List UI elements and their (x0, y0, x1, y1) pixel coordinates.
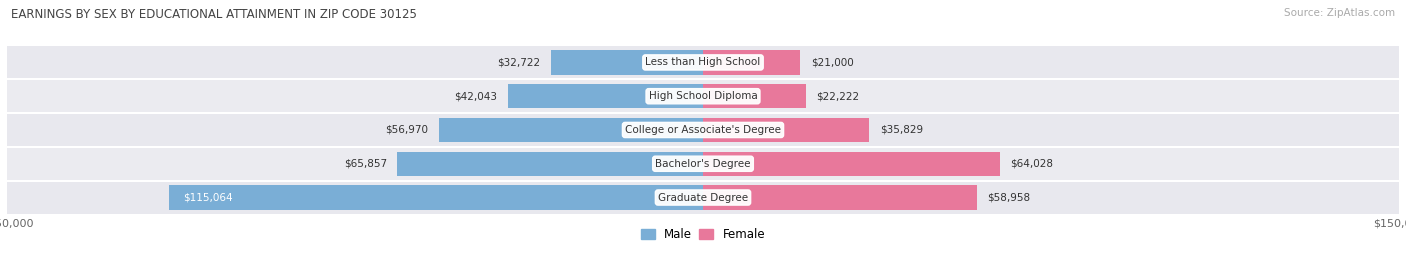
Text: EARNINGS BY SEX BY EDUCATIONAL ATTAINMENT IN ZIP CODE 30125: EARNINGS BY SEX BY EDUCATIONAL ATTAINMEN… (11, 8, 418, 21)
Bar (7, 79, 1399, 113)
Text: $65,857: $65,857 (344, 159, 387, 169)
Bar (551, 50, 703, 75)
Legend: Male, Female: Male, Female (636, 223, 770, 246)
Text: Less than High School: Less than High School (645, 57, 761, 68)
Bar (398, 152, 703, 176)
Text: Graduate Degree: Graduate Degree (658, 192, 748, 203)
Bar (703, 118, 869, 142)
Bar (703, 50, 800, 75)
Bar (508, 84, 703, 108)
Bar (169, 185, 703, 210)
Bar (439, 118, 703, 142)
Text: College or Associate's Degree: College or Associate's Degree (626, 125, 780, 135)
Text: $56,970: $56,970 (385, 125, 429, 135)
Text: Source: ZipAtlas.com: Source: ZipAtlas.com (1284, 8, 1395, 18)
Bar (703, 152, 1000, 176)
Text: $64,028: $64,028 (1011, 159, 1053, 169)
Bar (7, 113, 1399, 147)
Text: $35,829: $35,829 (880, 125, 922, 135)
Text: $58,958: $58,958 (987, 192, 1031, 203)
Bar (703, 84, 806, 108)
Text: $32,722: $32,722 (498, 57, 541, 68)
Bar (7, 46, 1399, 79)
Text: $42,043: $42,043 (454, 91, 498, 101)
Bar (7, 147, 1399, 181)
Text: Bachelor's Degree: Bachelor's Degree (655, 159, 751, 169)
Text: High School Diploma: High School Diploma (648, 91, 758, 101)
Text: $21,000: $21,000 (811, 57, 853, 68)
Text: $115,064: $115,064 (183, 192, 232, 203)
Bar (7, 181, 1399, 214)
Bar (703, 185, 977, 210)
Text: $22,222: $22,222 (817, 91, 859, 101)
